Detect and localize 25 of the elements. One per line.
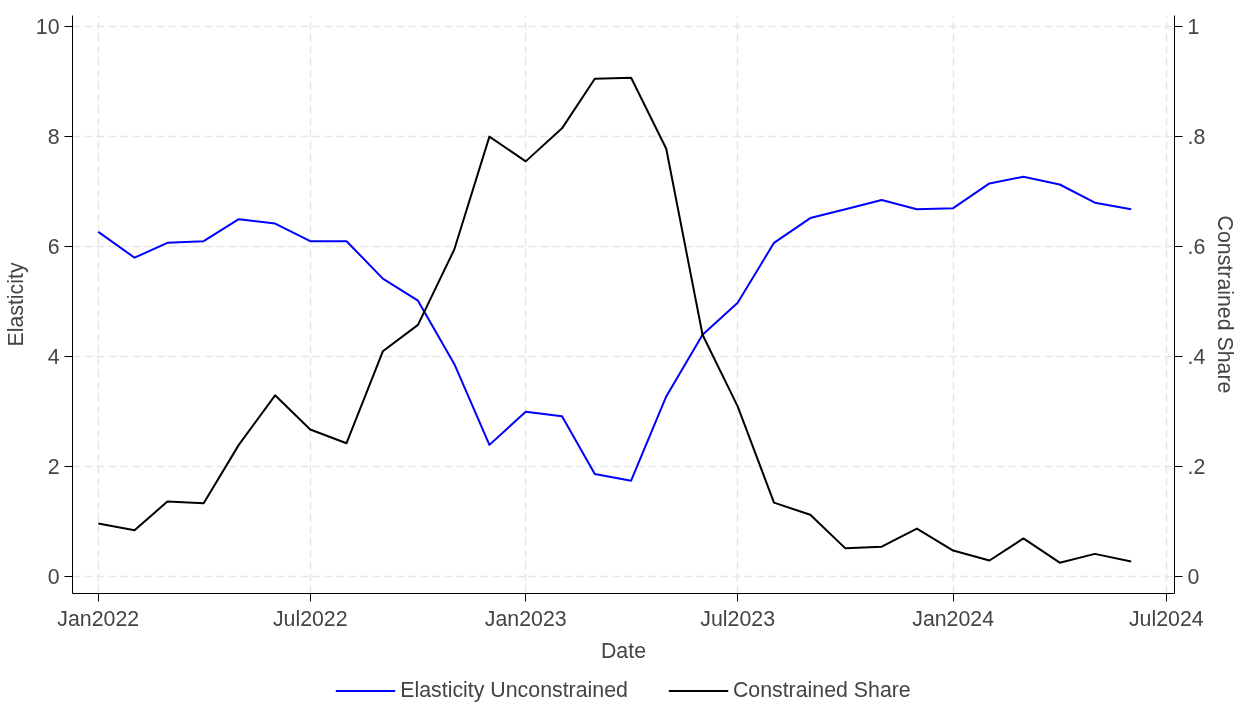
- x-axis-title: Date: [600, 638, 647, 663]
- y2-tick-label: .2: [1187, 455, 1206, 480]
- y-tick-label: 10: [35, 15, 60, 40]
- legend-label: Elasticity Unconstrained: [400, 677, 628, 703]
- x-tick-label: Jul2024: [1128, 606, 1204, 631]
- y2-tick-label: 1: [1187, 15, 1200, 40]
- y-tick-label: 8: [47, 125, 60, 150]
- y2-axis-title: Constrained Share: [1213, 215, 1238, 394]
- y-tick-label: 2: [47, 455, 60, 480]
- x-tick-label: Jan2022: [57, 606, 140, 631]
- legend-label: Constrained Share: [732, 677, 911, 703]
- y2-tick-label: .4: [1187, 345, 1206, 370]
- y-tick-label: 6: [47, 235, 60, 260]
- y-tick-label: 0: [47, 565, 60, 590]
- y-tick-label: 4: [47, 345, 60, 370]
- line-series: [97, 76, 1133, 564]
- y2-tick-label: .6: [1187, 235, 1206, 260]
- y2-tick-label: .8: [1187, 125, 1206, 150]
- line-series: [97, 175, 1133, 482]
- x-tick-label: Jan2023: [484, 606, 567, 631]
- x-tick-label: Jul2023: [700, 606, 776, 631]
- x-tick-label: Jan2024: [912, 606, 995, 631]
- y-axis-title: Elasticity: [3, 262, 28, 347]
- y2-tick-label: 0: [1187, 565, 1200, 590]
- x-tick-label: Jul2022: [272, 606, 348, 631]
